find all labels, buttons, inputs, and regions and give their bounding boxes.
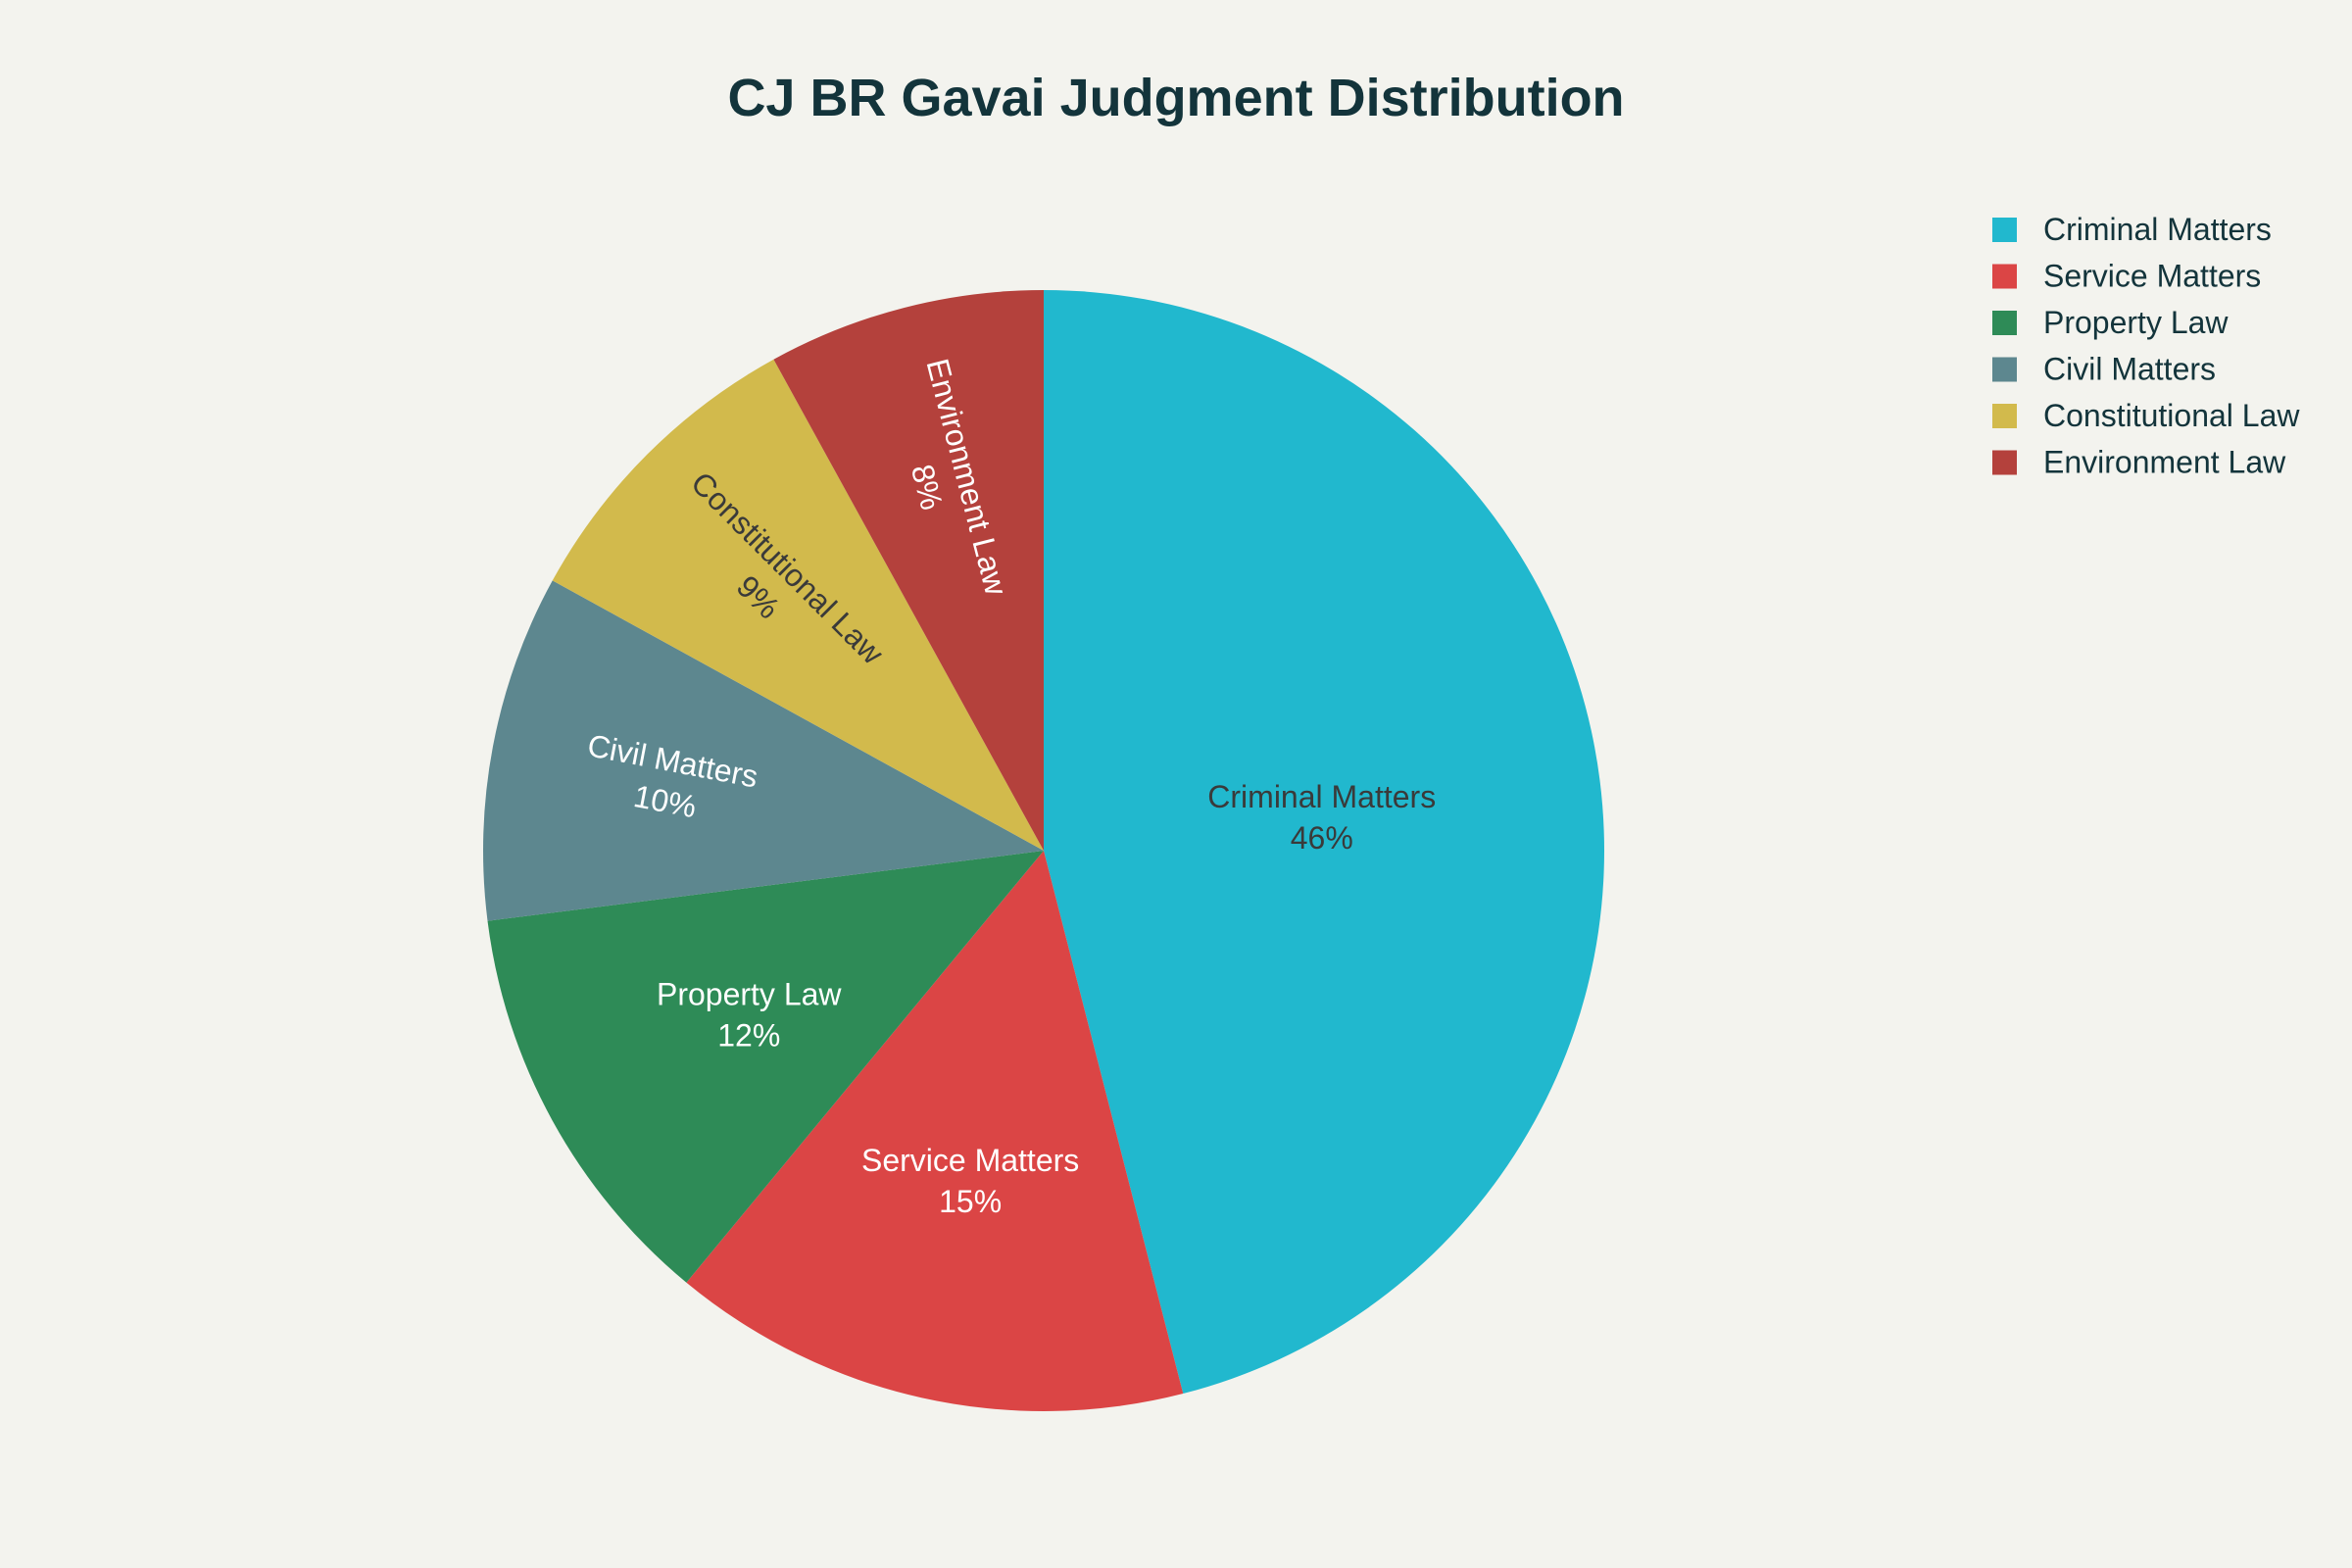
pie-slice-civil-matters [483, 580, 1044, 921]
chart-title: CJ BR Gavai Judgment Distribution [727, 69, 1624, 127]
pie-slice-service-matters [686, 851, 1184, 1411]
pie-slice-property-law [487, 851, 1044, 1283]
legend-label: Property Law [2043, 305, 2229, 340]
legend: Criminal Matters Service Matters Property … [1992, 212, 2300, 480]
pie-slice-criminal-matters [1044, 290, 1604, 1395]
pie-slice-environment-law [773, 290, 1044, 851]
slice-percent-label: 12% [717, 1017, 780, 1053]
legend-swatch [1992, 218, 2017, 242]
legend-swatch [1992, 311, 2017, 335]
slice-label-criminal-matters: Criminal Matters 46% [1207, 779, 1436, 856]
legend-item-constitutional-law: Constitutional Law [1992, 398, 2300, 433]
legend-item-environment-law: Environment Law [1992, 445, 2286, 480]
legend-label: Environment Law [2043, 445, 2286, 480]
slice-percent-label: 46% [1291, 820, 1353, 856]
slice-percent-label: 15% [939, 1184, 1002, 1219]
legend-item-civil-matters: Civil Matters [1992, 352, 2216, 387]
pie-slice-constitutional-law [552, 359, 1044, 851]
slice-label-property-law: Property Law 12% [657, 976, 842, 1053]
legend-label: Civil Matters [2043, 352, 2216, 387]
slice-category-label: Criminal Matters [1207, 779, 1436, 814]
legend-label: Service Matters [2043, 259, 2261, 294]
legend-label: Constitutional Law [2043, 398, 2300, 433]
legend-label: Criminal Matters [2043, 212, 2272, 247]
legend-swatch [1992, 404, 2017, 428]
legend-item-property-law: Property Law [1992, 305, 2229, 340]
legend-item-criminal-matters: Criminal Matters [1992, 212, 2272, 247]
pie-slices [483, 290, 1604, 1411]
legend-swatch [1992, 450, 2017, 475]
slice-label-service-matters: Service Matters 15% [861, 1143, 1079, 1219]
legend-swatch [1992, 264, 2017, 289]
legend-swatch [1992, 357, 2017, 382]
slice-category-label: Service Matters [861, 1143, 1079, 1178]
legend-item-service-matters: Service Matters [1992, 259, 2261, 294]
slice-category-label: Property Law [657, 976, 842, 1011]
